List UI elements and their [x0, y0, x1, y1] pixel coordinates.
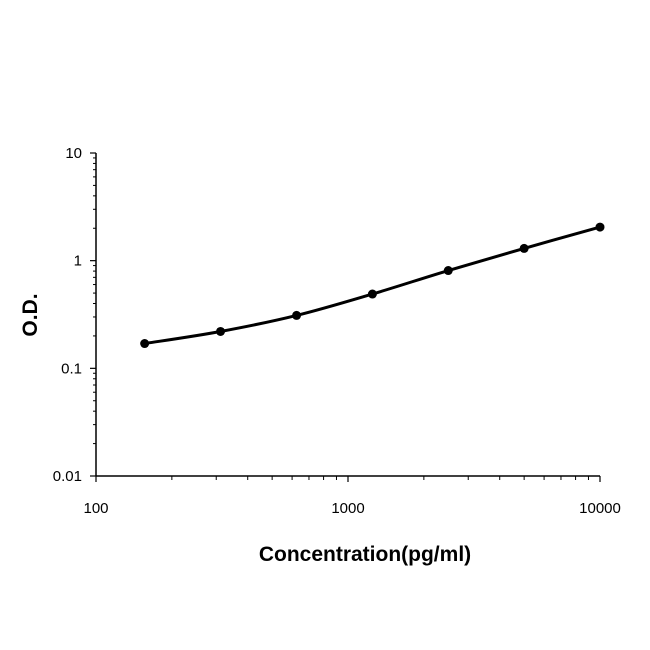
x-axis-title: Concentration(pg/ml) [259, 543, 471, 566]
data-point [216, 326, 226, 336]
series-layer [140, 222, 605, 349]
y-tick-label: 10 [65, 145, 82, 162]
axes [90, 152, 601, 482]
data-point [519, 243, 529, 253]
tick-labels: 0.01 0.1 1 10 100 1000 10000 [53, 145, 621, 517]
y-tick-label: 0.01 [53, 468, 82, 485]
x-tick-label: 100 [83, 500, 108, 517]
data-point [292, 310, 302, 320]
x-tick-label: 1000 [331, 500, 364, 517]
data-point [443, 266, 453, 276]
x-tick-label: 10000 [579, 500, 621, 517]
y-tick-label: 0.1 [61, 360, 82, 377]
y-tick-label: 1 [74, 253, 82, 270]
data-point [140, 339, 150, 349]
data-point [367, 289, 377, 299]
data-point [595, 222, 605, 232]
y-axis-title: O.D. [19, 293, 42, 336]
